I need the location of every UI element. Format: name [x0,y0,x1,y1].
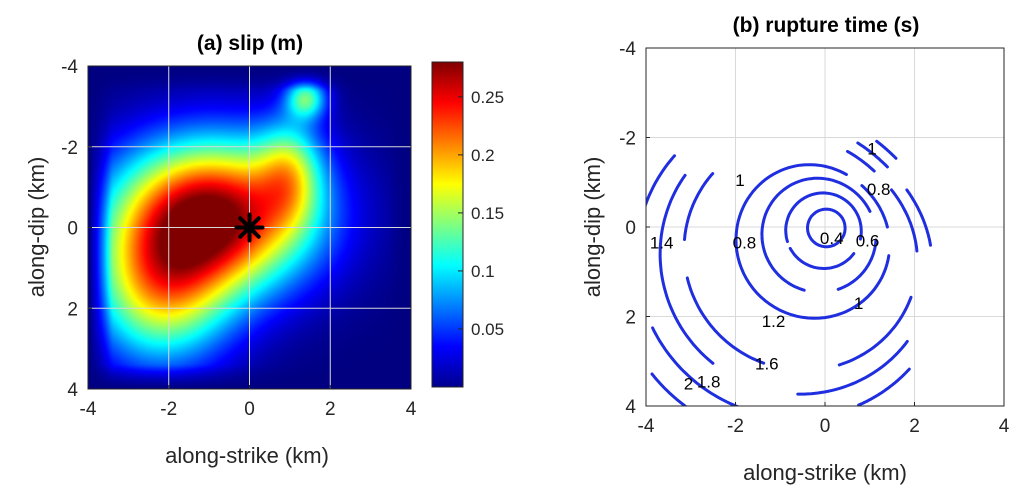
panel-b-ytick-label: -2 [619,129,636,150]
contour-line-1.6 [651,326,741,406]
colorbar-tick-label: 0.15 [471,204,504,223]
contour-line-1.2 [846,149,876,173]
contour-line-0.8 [734,163,848,253]
contour-line-1.8 [612,192,627,304]
contour-label: 1.8 [697,372,721,391]
panel-b-ytick-label: 4 [625,397,636,418]
panel-b-xtick-label: 4 [999,416,1010,437]
contour-line-1.4 [658,173,715,365]
contour-lines [612,139,932,406]
contour-line-0.8 [735,249,891,320]
colorbar-tick-label: 0.2 [471,146,495,165]
contour-labels: 0.4 0.6 0.8 0.8 1 1 1 1.2 1.4 1.6 1.82 [650,140,891,394]
contour-label: 1 [735,171,744,190]
panel-a-xtick-label: 0 [244,399,255,420]
contour-line-0.2 [805,207,847,249]
contour-line-1.8 [650,372,688,406]
colorbar-tick-label: 0.05 [471,320,504,339]
contour-line-0.4 [784,191,863,243]
contour-label: 1 [867,140,876,159]
panel-a-xtick-label: 2 [325,399,336,420]
panel-a-ytick-label: 2 [67,299,78,320]
contour-line-1.4 [856,141,889,169]
contour-label: 1.6 [755,354,779,373]
contour-line-1.2 [837,295,913,367]
contour-label: 2 [684,375,693,394]
contour-line-1.2 [683,172,715,241]
hypocenter-marker [234,212,265,243]
panel-b-xlabel: along-strike (km) [743,460,907,485]
panel-a-xtick-label: -4 [80,399,97,420]
colorbar-tick-label: 0.1 [471,262,495,281]
colorbar-frame [431,61,464,388]
contour-line-1.4 [796,339,909,396]
contour-line-1.4 [905,188,932,247]
panel-a-ytick-label: 0 [67,219,78,240]
contour-line-1.6 [875,139,898,160]
hypocenter-stroke [238,216,261,239]
panel-b-title: (b) rupture time (s) [733,14,920,37]
panel-a-title: (a) slip (m) [197,32,303,55]
contour-line-0.6 [836,238,878,291]
panel-a-xlabel: along-strike (km) [165,443,329,468]
colorbar-ticks: 0.05 0.1 0.15 0.2 0.25 [458,88,504,339]
contour-label: 0.6 [856,231,880,250]
contour-line-0.6 [760,237,806,292]
panel-a-ytick-label: -4 [61,57,78,78]
contour-line-1.6 [857,367,911,406]
contour-label: 0.8 [867,180,891,199]
panel-b-xtick-label: 0 [820,416,831,437]
contour-line-1.2 [890,188,919,253]
panel-a-ylabel: along-dip (km) [24,157,49,298]
colorbar-tick-label: 0.25 [471,88,504,107]
panel-b-ytick-label: 0 [625,218,636,239]
contour-line-1.2 [685,276,766,365]
panel-b-ylabel: along-dip (km) [580,157,605,298]
contour-line-0.8 [860,184,889,229]
contour-label: 1.4 [650,234,674,253]
contour-line-0.4 [788,246,856,270]
contour-label: 1.2 [762,312,786,331]
panel-b-ytick-label: 2 [625,308,636,329]
contour-label: 1 [854,294,863,313]
panel-b-rupture-time: (b) rupture time (s) 0.4 0.6 0.8 0.8 1 1 1 1.2 1… [580,14,1010,485]
panel-b-ytick-label: -4 [619,39,636,60]
panel-b-xtick-label: -4 [638,416,655,437]
panel-a-xtick-label: -2 [160,399,177,420]
panel-b-xtick-label: -2 [727,416,744,437]
contour-label: 0.4 [820,229,844,248]
panel-b-xtick-label: 2 [909,416,920,437]
panel-a-ytick-label: 4 [67,380,78,401]
colorbar [432,62,463,387]
panel-a-xtick-label: 4 [406,399,417,420]
contour-line-0.6 [760,176,872,240]
contour-label: 0.8 [733,234,757,253]
panel-a-ytick-label: -2 [61,138,78,159]
